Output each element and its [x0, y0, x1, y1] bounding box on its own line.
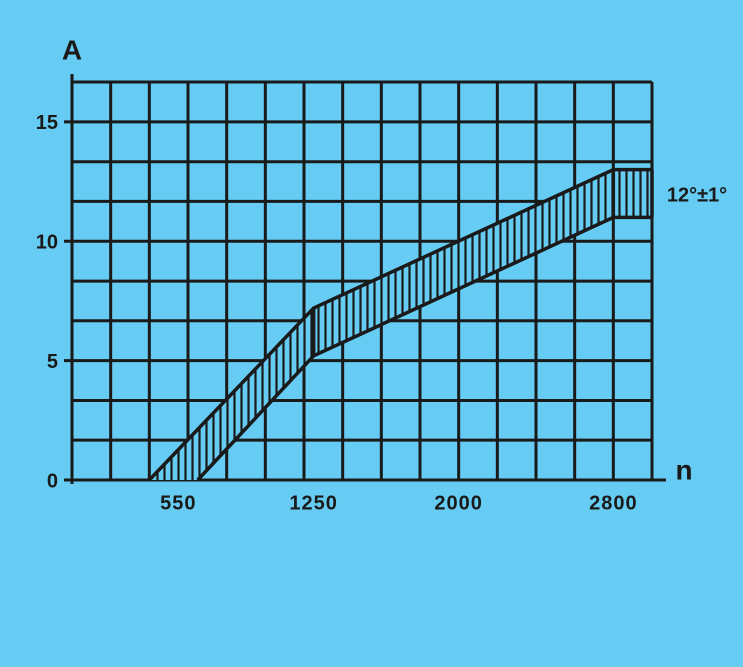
x-tick-label: 2800	[589, 492, 638, 514]
band-edge	[196, 215, 652, 482]
x-tick-label: 2000	[434, 492, 483, 514]
x-axis-label: n	[675, 454, 692, 485]
y-tick-label: 5	[47, 351, 58, 373]
y-tick-label: 0	[47, 470, 58, 492]
band-fill	[149, 169, 653, 480]
y-axis-label: A	[62, 34, 82, 65]
x-tick-label: 1250	[289, 492, 338, 514]
x-tick-label: 550	[160, 492, 196, 514]
y-tick-label: 15	[36, 112, 58, 134]
y-tick-label: 10	[36, 232, 58, 254]
band-edge	[148, 167, 652, 482]
annotation: 12°±1°	[667, 184, 727, 206]
